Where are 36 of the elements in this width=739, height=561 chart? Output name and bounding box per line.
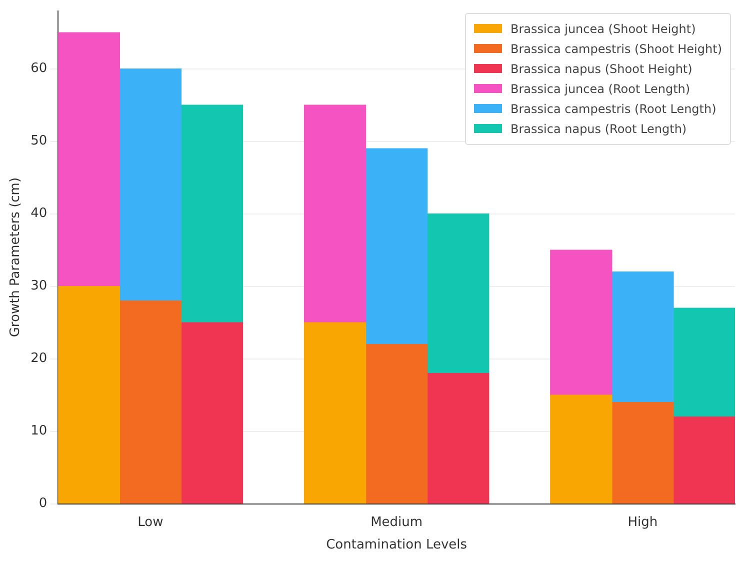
legend-label: Brassica juncea (Root Length) (510, 82, 690, 96)
bar (673, 308, 735, 418)
bar (119, 68, 182, 302)
y-tick-label: 20 (30, 351, 48, 366)
bar (58, 32, 120, 287)
legend-label: Brassica juncea (Shoot Height) (510, 22, 696, 36)
y-tick-label: 60 (30, 61, 48, 76)
bar (119, 300, 182, 504)
bar (304, 104, 366, 323)
y-tick-label: 50 (30, 134, 48, 149)
legend-label: Brassica napus (Root Length) (510, 122, 687, 136)
x-axis-title: Contamination Levels (326, 538, 468, 553)
bar (427, 213, 490, 374)
bar (304, 322, 366, 504)
y-tick-label: 10 (30, 424, 48, 439)
y-tick-label: 40 (30, 206, 48, 222)
legend-label: Brassica campestris (Root Length) (510, 102, 716, 116)
bar (550, 250, 612, 396)
x-tick-label: Medium (370, 514, 423, 530)
legend-label: Brassica napus (Shoot Height) (510, 62, 692, 76)
x-tick-label: High (628, 514, 658, 530)
y-tick-label: 0 (38, 496, 48, 512)
bar (180, 104, 244, 323)
x-tick-label: Low (138, 514, 164, 530)
bar (58, 286, 120, 504)
y-axis-title: Growth Parameters (cm) (8, 177, 24, 338)
bar (612, 271, 674, 403)
bar (180, 322, 244, 504)
bar (550, 394, 612, 504)
bar (673, 416, 735, 504)
bar (365, 344, 428, 504)
bar (365, 148, 428, 345)
bar (612, 402, 674, 504)
bar (427, 372, 490, 504)
legend-label: Brassica campestris (Shoot Height) (510, 42, 722, 56)
y-tick-label: 30 (30, 278, 48, 294)
